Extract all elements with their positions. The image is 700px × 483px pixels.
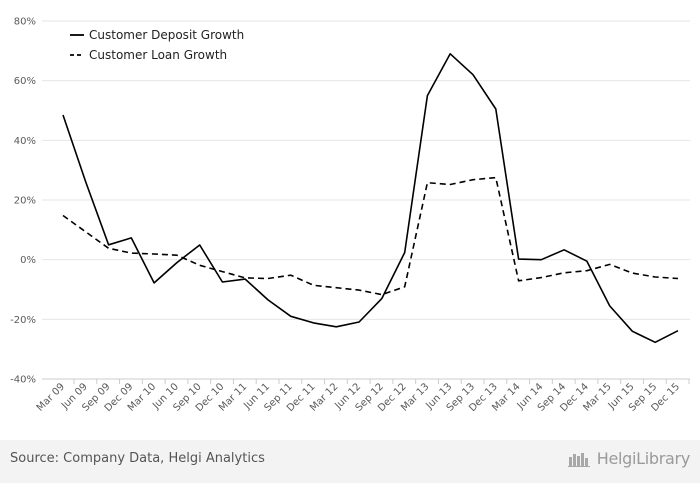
brand-logo: HelgiLibrary (567, 449, 691, 468)
y-tick-label: 20% (14, 196, 36, 207)
legend-label: Customer Loan Growth (89, 48, 227, 62)
y-tick-label: 0% (20, 255, 36, 266)
source-note: Source: Company Data, Helgi Analytics (10, 451, 265, 466)
footer: Source: Company Data, Helgi Analytics He… (0, 440, 700, 483)
brand-name: HelgiLibrary (596, 449, 691, 468)
legend: Customer Deposit Growth Customer Loan Gro… (70, 28, 244, 62)
y-tick-label: 60% (14, 76, 36, 87)
legend-label: Customer Deposit Growth (89, 28, 244, 42)
y-axis-ticks: 80% 60% 40% 20% 0% -20% -40% (10, 17, 36, 386)
y-tick-label: -20% (10, 315, 36, 326)
x-tick-label: Mar 09 (35, 381, 67, 413)
library-icon (567, 452, 590, 467)
deposit-growth-line (62, 52, 679, 344)
grid-lines (42, 20, 690, 380)
series-lines (62, 52, 679, 344)
y-tick-label: -40% (10, 375, 36, 386)
y-tick-label: 40% (14, 136, 36, 147)
loan-growth-line (62, 176, 679, 296)
y-tick-label: 80% (14, 17, 36, 28)
